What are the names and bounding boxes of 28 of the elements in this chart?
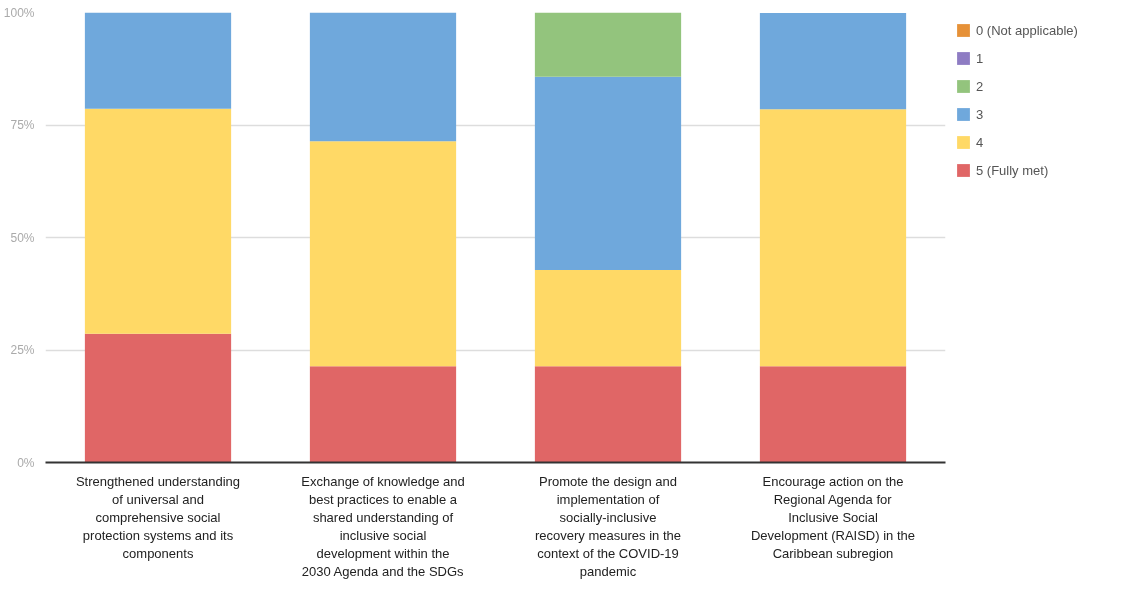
x-tick-label: Exchange of knowledge and best practices to enable a shared understanding of inclusive social development within the 2030 Agenda and the SDGs xyxy=(301,473,465,579)
bar xyxy=(534,269,682,367)
bar xyxy=(759,12,907,110)
y-tick-label: 50% xyxy=(10,230,35,245)
legend-label: 2 xyxy=(976,78,985,94)
bar xyxy=(534,366,682,463)
legend-label: 0 (Not applicable) xyxy=(976,22,1078,38)
bar xyxy=(759,366,907,463)
legend-label: 5 (Fully met) xyxy=(976,162,1049,178)
bar xyxy=(309,12,457,142)
bar xyxy=(84,12,232,109)
bar xyxy=(534,76,682,270)
bar xyxy=(309,366,457,463)
bar xyxy=(84,108,232,334)
y-tick-label: 25% xyxy=(10,343,35,357)
y-tick-label: 0% xyxy=(17,455,35,470)
legend-label: 1 xyxy=(976,50,985,66)
bar xyxy=(84,333,232,463)
bar xyxy=(534,12,682,77)
x-tick-label: Encourage action on the Regional Agenda for Inclusive Social Development (RAISD) in the Caribbean subregion xyxy=(750,473,916,561)
legend-label: 4 xyxy=(976,134,985,150)
bar xyxy=(759,109,907,367)
x-tick-label: Promote the design and implementation of socially-inclusive recovery measures in the context of the COVID-19 pandemic xyxy=(535,473,681,579)
y-tick-label: 100% xyxy=(3,5,35,20)
bar xyxy=(309,141,457,367)
y-tick-label: 75% xyxy=(10,118,35,132)
legend-label: 3 xyxy=(976,106,985,122)
x-tick-label: Strengthened understanding of universal and comprehensive social protection systems and its components xyxy=(75,473,241,561)
